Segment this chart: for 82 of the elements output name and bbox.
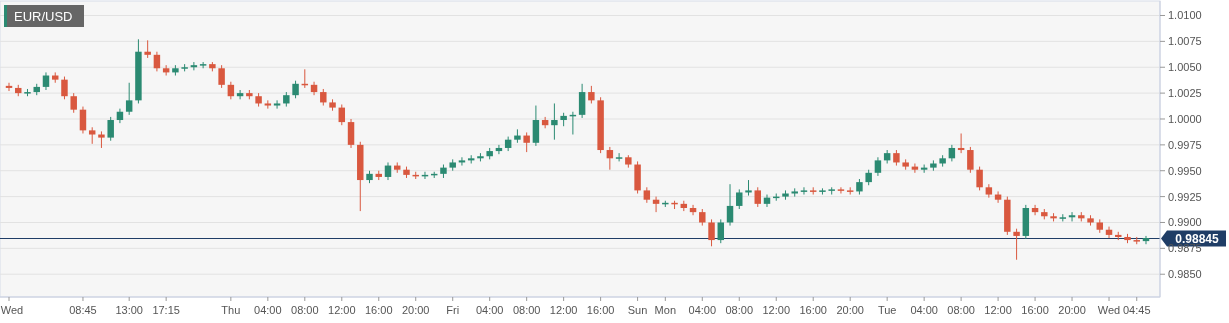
- x-tick-label: 16:00: [1021, 304, 1049, 316]
- x-tick-label: 20:00: [836, 304, 864, 316]
- x-tick-label: 04:00: [475, 304, 504, 316]
- y-tick-label: 1.0050: [1168, 61, 1202, 74]
- candlestick: [976, 166, 983, 191]
- x-tick-label: 04:00: [254, 304, 282, 316]
- y-tick-label: 0.9950: [1168, 164, 1202, 177]
- x-tick-label: 20:00: [401, 304, 430, 316]
- x-tick-label: Tue: [877, 304, 897, 316]
- x-tick-label: Wed: [1097, 304, 1121, 316]
- candlestick: [125, 82, 133, 116]
- y-tick-label: 1.0075: [1168, 35, 1202, 48]
- x-tick-label: 13:00: [115, 304, 143, 316]
- candlestick: [717, 218, 725, 244]
- candlestick: [458, 156, 466, 167]
- y-tick-label: 1.0000: [1168, 112, 1202, 125]
- x-tick-label: 12:00: [328, 304, 356, 316]
- candlestick: [994, 190, 1002, 204]
- candlestick: [495, 144, 503, 155]
- x-tick-label: 12:00: [984, 304, 1012, 316]
- candlestick: [615, 152, 623, 162]
- x-tick-label: 08:00: [291, 304, 319, 316]
- candlestick: [967, 146, 974, 174]
- candlestick: [957, 132, 965, 154]
- candlestick: [754, 186, 761, 208]
- x-tick-label: Thu: [221, 304, 241, 316]
- x-tick-label: 16:00: [799, 304, 827, 316]
- x-tick-label: Mon: [654, 304, 677, 316]
- y-tick-label: 0.9850: [1168, 268, 1202, 281]
- candlestick: [541, 116, 549, 129]
- x-tick-label: Fri: [446, 304, 460, 316]
- candlestick: [532, 105, 540, 147]
- candlestick: [726, 183, 734, 227]
- candlestick: [708, 218, 715, 247]
- candlestick: [911, 162, 919, 174]
- candlestick: [273, 99, 281, 110]
- candlestick: [70, 92, 77, 114]
- y-tick-label: 0.9925: [1168, 190, 1202, 203]
- candlestick: [523, 131, 530, 153]
- candlestick: [763, 194, 771, 208]
- candlestick: [79, 106, 87, 134]
- candlestick: [107, 116, 114, 142]
- candlestick: [578, 83, 586, 119]
- x-tick-label: 12:00: [549, 304, 578, 316]
- x-tick-label: 20:00: [1058, 304, 1086, 316]
- candlestick: [1142, 235, 1150, 245]
- candlestick: [800, 186, 808, 196]
- candlestick: [236, 89, 244, 100]
- x-tick-label: 16:00: [586, 304, 615, 316]
- x-tick-label: 04:00: [910, 304, 938, 316]
- x-tick-label: 08:45: [69, 304, 97, 316]
- x-tick-label: 04:45: [1122, 304, 1151, 316]
- candlestick: [874, 156, 882, 177]
- candlestick: [551, 102, 558, 141]
- x-tick-label: Sun: [627, 304, 648, 316]
- x-tick-label: Wed: [0, 304, 24, 316]
- x-tick-label: 12:00: [762, 304, 791, 316]
- x-tick-label: 16:00: [364, 304, 393, 316]
- text: EUR/USD: [14, 9, 73, 24]
- candlestick: [920, 164, 928, 174]
- y-tick-label: 1.0100: [1168, 9, 1202, 22]
- y-tick-label: 0.9975: [1168, 138, 1202, 151]
- candlestick: [5, 82, 13, 92]
- candlestick: [736, 188, 743, 210]
- x-tick-label: 04:00: [688, 304, 717, 316]
- x-tick-label: 08:00: [947, 304, 975, 316]
- candlestick: [153, 51, 161, 72]
- candlestick: [1068, 211, 1076, 222]
- x-tick-label: 17:15: [152, 304, 180, 316]
- candlestick: [218, 64, 225, 89]
- y-tick-label: 0.9900: [1168, 216, 1202, 229]
- candlestick: [199, 61, 207, 69]
- x-tick-label: 08:00: [725, 304, 754, 316]
- x-tick-label: 08:00: [512, 304, 541, 316]
- candlestick: [190, 61, 198, 71]
- y-tick-label: 1.0025: [1168, 87, 1202, 100]
- candlestick: [347, 118, 355, 149]
- candlestick: [61, 76, 68, 100]
- ref-line-label: 0.98845: [1175, 231, 1220, 246]
- candlestick: [1105, 226, 1113, 239]
- candlestick: [1013, 228, 1020, 261]
- candlestick: [837, 186, 845, 194]
